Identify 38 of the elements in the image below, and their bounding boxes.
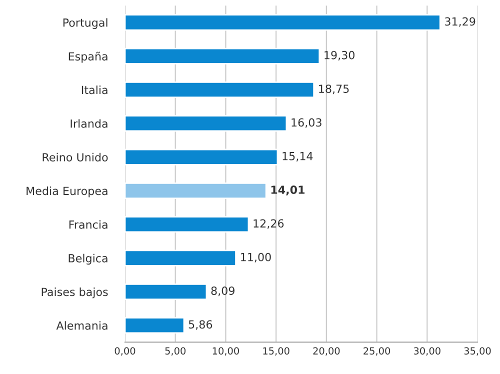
data-label: 15,14	[282, 152, 313, 162]
data-label: 31,29	[445, 17, 476, 27]
bar	[125, 283, 208, 300]
x-tick-label: 25,00	[364, 347, 390, 356]
x-tick-label: 35,00	[464, 347, 491, 356]
x-tick-label: 20,00	[313, 347, 340, 356]
y-tick-label: Francia	[69, 220, 108, 229]
x-tick-label: 0,00	[114, 347, 136, 356]
bar	[125, 250, 236, 266]
data-label: 8,09	[211, 286, 234, 296]
y-tick-label: Irlanda	[70, 119, 108, 128]
x-tick-label: 30,00	[414, 347, 440, 356]
y-tick-label: Alemania	[56, 321, 108, 330]
data-label: 19,30	[324, 50, 354, 60]
bar	[125, 317, 185, 334]
data-label: 14,01	[271, 186, 305, 196]
x-tick-label: 10,00	[212, 347, 239, 356]
bar	[125, 81, 315, 98]
y-tick-label: Portugal	[63, 18, 108, 29]
y-tick-label: Paises bajos	[42, 288, 108, 298]
bar	[125, 216, 250, 233]
y-tick-label: Belgica	[68, 254, 108, 265]
y-tick-label: Italia	[82, 86, 108, 94]
x-tick-label: 15,00	[263, 347, 290, 356]
y-tick-label: España	[68, 52, 108, 63]
data-label: 5,86	[188, 320, 212, 330]
y-tick-label: Media Europea	[26, 186, 108, 198]
y-tick-label: Reino Unido	[42, 152, 108, 162]
data-label: 16,03	[292, 118, 322, 128]
bar	[125, 48, 320, 64]
bar	[125, 148, 278, 166]
bar	[125, 115, 288, 132]
x-tick-label: 5,00	[165, 347, 186, 356]
data-label: 18,75	[319, 84, 349, 94]
data-label: 12,26	[254, 219, 284, 229]
bar	[125, 14, 441, 31]
data-label: 11,00	[241, 252, 271, 262]
bar	[125, 182, 267, 200]
